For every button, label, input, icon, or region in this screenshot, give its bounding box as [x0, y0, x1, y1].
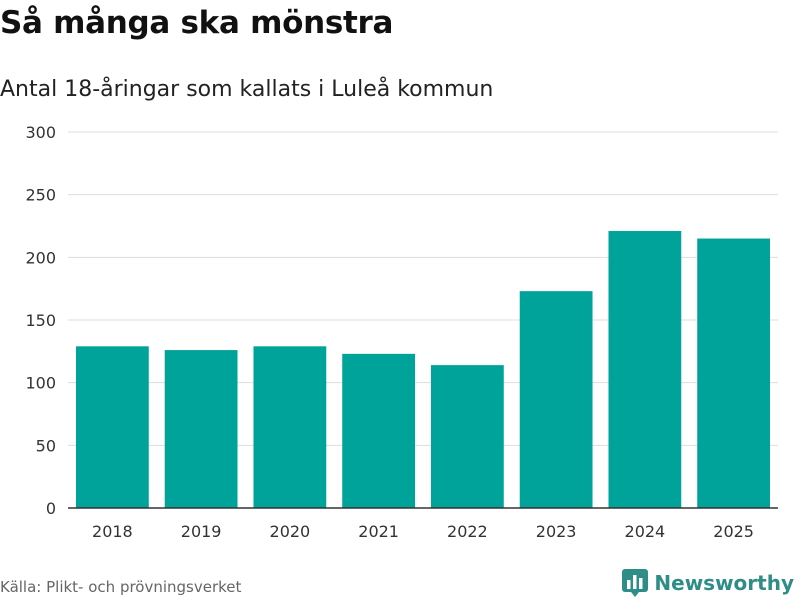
y-tick-label: 50	[36, 436, 56, 455]
x-tick-label: 2024	[625, 522, 666, 541]
x-tick-label: 2019	[181, 522, 222, 541]
chart-title: Så många ska mönstra	[0, 5, 394, 41]
source-note: Källa: Plikt- och prövningsverket	[0, 578, 242, 596]
bar-2020	[253, 346, 327, 508]
chart-subtitle: Antal 18-åringar som kallats i Luleå kom…	[0, 77, 494, 102]
x-tick-label: 2021	[358, 522, 399, 541]
y-tick-label: 300	[25, 123, 56, 142]
y-tick-label: 250	[25, 186, 56, 205]
bar-2023	[519, 291, 593, 508]
x-tick-label: 2018	[92, 522, 133, 541]
x-tick-label: 2023	[536, 522, 577, 541]
brand-logo: Newsworthy	[622, 569, 794, 597]
x-tick-label: 2022	[447, 522, 488, 541]
bar-2022	[430, 365, 504, 508]
y-tick-label: 150	[25, 311, 56, 330]
bar-chart-logo-icon	[622, 569, 649, 597]
x-tick-label: 2020	[270, 522, 311, 541]
bar-2019	[164, 350, 238, 508]
x-tick-label: 2025	[713, 522, 754, 541]
brand-name: Newsworthy	[654, 571, 794, 595]
y-tick-label: 0	[46, 499, 56, 518]
bar-2025	[697, 238, 771, 509]
y-tick-label: 100	[25, 374, 56, 393]
bar-2018	[75, 346, 149, 508]
bar-2021	[342, 353, 416, 508]
y-tick-label: 200	[25, 248, 56, 267]
bar-2024	[608, 231, 682, 508]
